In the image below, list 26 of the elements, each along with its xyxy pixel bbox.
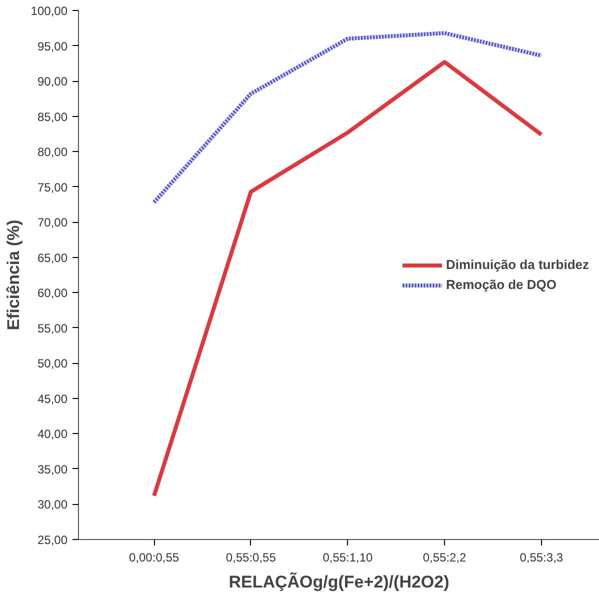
- x-tick-label: 0,55:3,3: [520, 550, 564, 564]
- y-tick-label: 35,00: [37, 462, 68, 476]
- y-tick-label: 50,00: [37, 356, 68, 371]
- y-tick-label: 65,00: [37, 250, 68, 265]
- legend-label: Remoção de DQO: [446, 277, 557, 292]
- x-tick-label: 0,00:0,55: [129, 550, 180, 564]
- y-tick-label: 30,00: [37, 498, 68, 512]
- y-tick-label: 85,00: [37, 110, 68, 124]
- x-tick-label: 0,55:1,10: [322, 550, 374, 564]
- y-tick-label: 40,00: [37, 427, 68, 442]
- y-tick-label: 45,00: [37, 392, 68, 406]
- y-tick-label: 80,00: [37, 145, 68, 160]
- y-tick-label: 100,00: [30, 4, 68, 18]
- y-tick-label: 75,00: [37, 180, 68, 194]
- y-tick-label: 55,00: [37, 321, 68, 336]
- legend-label: Diminuição da turbidez: [446, 257, 589, 272]
- x-tick-label: 0,55:2,2: [422, 550, 467, 564]
- y-tick-label: 95,00: [37, 39, 68, 54]
- y-axis-title: Eficiência (%): [4, 220, 23, 330]
- y-tick-label: 90,00: [37, 74, 68, 89]
- x-axis-title: RELAÇÃOg/g(Fe+2)/(H2O2): [228, 572, 450, 592]
- line-series: [152, 31, 544, 204]
- y-tick-label: 70,00: [37, 216, 68, 230]
- y-tick-label: 60,00: [37, 286, 68, 300]
- x-tick-label: 0,55:0,55: [226, 550, 276, 564]
- y-tick-label: 25,00: [37, 533, 68, 547]
